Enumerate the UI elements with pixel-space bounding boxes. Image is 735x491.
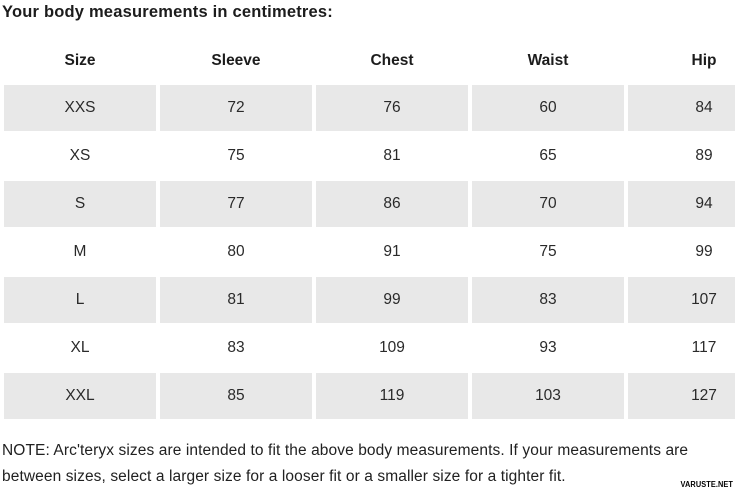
waist-value-cell: 65 [472,133,624,179]
size-label-cell: XL [4,325,156,371]
hip-value-cell: 127 [628,373,735,419]
waist-value-cell: 83 [472,277,624,323]
table-row-xxl: XXL 85 119 103 127 [4,373,735,419]
size-label-cell: L [4,277,156,323]
column-header-size: Size [4,39,156,83]
table-row-s: S 77 86 70 94 [4,181,735,227]
size-table-head: Size Sleeve Chest Waist Hip [4,39,735,83]
sleeve-value-cell: 85 [160,373,312,419]
chest-value-cell: 86 [316,181,468,227]
size-label-cell: M [4,229,156,275]
chest-value-cell: 81 [316,133,468,179]
hip-value-cell: 89 [628,133,735,179]
size-label-cell: S [4,181,156,227]
chest-value-cell: 91 [316,229,468,275]
size-label-cell: XXL [4,373,156,419]
column-header-hip: Hip [628,39,735,83]
note-line-1: NOTE: Arc'teryx sizes are intended to fi… [2,442,689,459]
note-text: NOTE: Arc'teryx sizes are intended to fi… [2,438,735,490]
table-row-xs: XS 75 81 65 89 [4,133,735,179]
table-row-xl: XL 83 109 93 117 [4,325,735,371]
waist-value-cell: 93 [472,325,624,371]
size-label-cell: XS [4,133,156,179]
sleeve-value-cell: 80 [160,229,312,275]
size-label-cell: XXS [4,85,156,131]
sleeve-value-cell: 72 [160,85,312,131]
size-table-body: XXS 72 76 60 84 XS 75 81 65 89 S 77 86 70 94 M 80 91 75 99 L… [4,85,735,419]
chest-value-cell: 109 [316,325,468,371]
hip-value-cell: 107 [628,277,735,323]
waist-value-cell: 60 [472,85,624,131]
sleeve-value-cell: 77 [160,181,312,227]
chest-value-cell: 76 [316,85,468,131]
note-line-2: between sizes, select a larger size for … [2,468,566,485]
waist-value-cell: 75 [472,229,624,275]
hip-value-cell: 84 [628,85,735,131]
waist-value-cell: 103 [472,373,624,419]
sleeve-value-cell: 83 [160,325,312,371]
table-row-xxs: XXS 72 76 60 84 [4,85,735,131]
column-header-waist: Waist [472,39,624,83]
chest-value-cell: 99 [316,277,468,323]
hip-value-cell: 99 [628,229,735,275]
size-table: Size Sleeve Chest Waist Hip XXS 72 76 60 84 XS 75 8… [0,37,735,421]
column-header-sleeve: Sleeve [160,39,312,83]
chest-value-cell: 119 [316,373,468,419]
hip-value-cell: 94 [628,181,735,227]
sleeve-value-cell: 75 [160,133,312,179]
hip-value-cell: 117 [628,325,735,371]
watermark: VARUSTE.NET [680,480,733,489]
table-row-m: M 80 91 75 99 [4,229,735,275]
table-row-l: L 81 99 83 107 [4,277,735,323]
sleeve-value-cell: 81 [160,277,312,323]
size-table-viewport: Size Sleeve Chest Waist Hip XXS 72 76 60 84 XS 75 8… [0,37,735,421]
header-row: Size Sleeve Chest Waist Hip [4,39,735,83]
page-title: Your body measurements in centimetres: [2,3,333,21]
column-header-chest: Chest [316,39,468,83]
waist-value-cell: 70 [472,181,624,227]
